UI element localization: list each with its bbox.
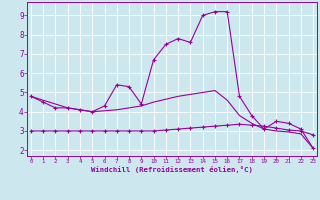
X-axis label: Windchill (Refroidissement éolien,°C): Windchill (Refroidissement éolien,°C): [91, 166, 253, 173]
